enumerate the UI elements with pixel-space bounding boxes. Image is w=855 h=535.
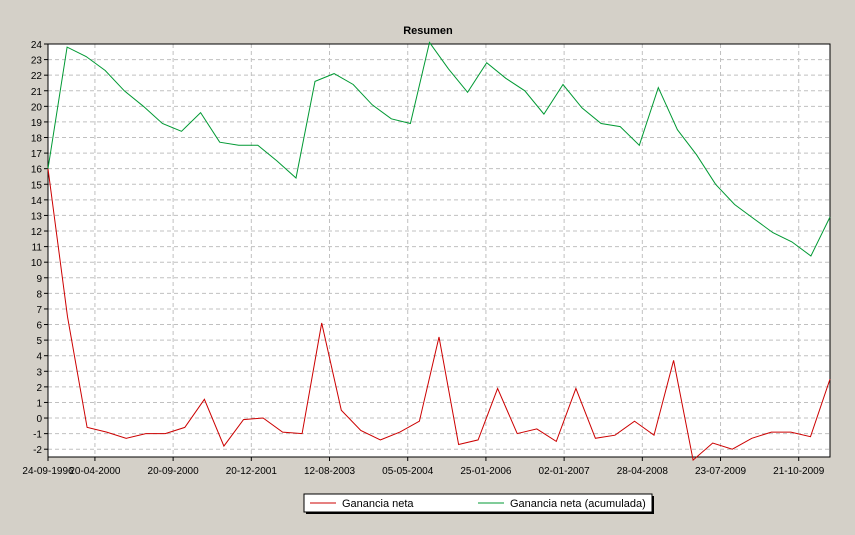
x-tick-label: 02-01-2007 xyxy=(539,466,591,477)
x-tick-label: 12-08-2003 xyxy=(304,466,356,477)
series-line-1 xyxy=(47,168,831,462)
x-tick-label: 23-07-2009 xyxy=(695,466,747,477)
x-tick-label: 05-05-2004 xyxy=(382,466,434,477)
y-tick-label: 17 xyxy=(31,149,43,160)
y-tick-label: 22 xyxy=(31,71,43,82)
y-tick-label: 21 xyxy=(31,87,43,98)
y-tick-label: 8 xyxy=(36,289,42,300)
y-tick-label: 24 xyxy=(31,40,43,51)
y-tick-label: 7 xyxy=(36,305,42,316)
y-tick-label: 5 xyxy=(36,336,42,347)
y-tick-label: 20 xyxy=(31,102,43,113)
y-tick-label: 12 xyxy=(31,227,43,238)
x-tick-label: 20-04-2000 xyxy=(69,466,121,477)
y-tick-label: 11 xyxy=(32,243,43,254)
x-tick-label: 28-04-2008 xyxy=(617,466,669,477)
plot-background xyxy=(48,44,830,457)
legend-label-2: Ganancia neta (acumulada) xyxy=(510,498,646,510)
y-tick-label: 13 xyxy=(31,211,43,222)
legend: Ganancia neta Ganancia neta (acumulada) xyxy=(303,493,654,514)
series-line-2 xyxy=(47,41,831,257)
x-tick-label: 21-10-2009 xyxy=(773,466,825,477)
plot-border xyxy=(47,43,831,458)
y-tick-label: -2 xyxy=(33,445,42,456)
y-tick-label: 23 xyxy=(31,56,43,67)
y-tick-label: -1 xyxy=(33,430,42,441)
y-tick-label: 14 xyxy=(31,196,43,207)
x-tick-label: 25-01-2006 xyxy=(460,466,512,477)
x-tick-label: 20-12-2001 xyxy=(226,466,278,477)
y-tick-label: 16 xyxy=(31,165,43,176)
y-tick-label: 4 xyxy=(36,352,42,363)
y-tick-label: 0 xyxy=(36,414,42,425)
y-tick-label: 19 xyxy=(31,118,43,129)
x-tick-label: 20-09-2000 xyxy=(148,466,200,477)
legend-label-1: Ganancia neta xyxy=(342,498,414,510)
chart-title: Resumen xyxy=(403,25,453,37)
x-tick-label: 24-09-1996 xyxy=(22,466,74,477)
y-tick-label: 1 xyxy=(36,398,42,409)
y-tick-label: 2 xyxy=(36,383,42,394)
y-tick-label: 18 xyxy=(31,134,43,145)
y-tick-label: 15 xyxy=(31,180,43,191)
y-tick-label: 6 xyxy=(36,321,42,332)
y-tick-label: 3 xyxy=(36,367,42,378)
plot-area: -2-1012345678910111213141516171819202122… xyxy=(22,40,831,477)
y-tick-label: 10 xyxy=(31,258,43,269)
y-tick-label: 9 xyxy=(36,274,42,285)
